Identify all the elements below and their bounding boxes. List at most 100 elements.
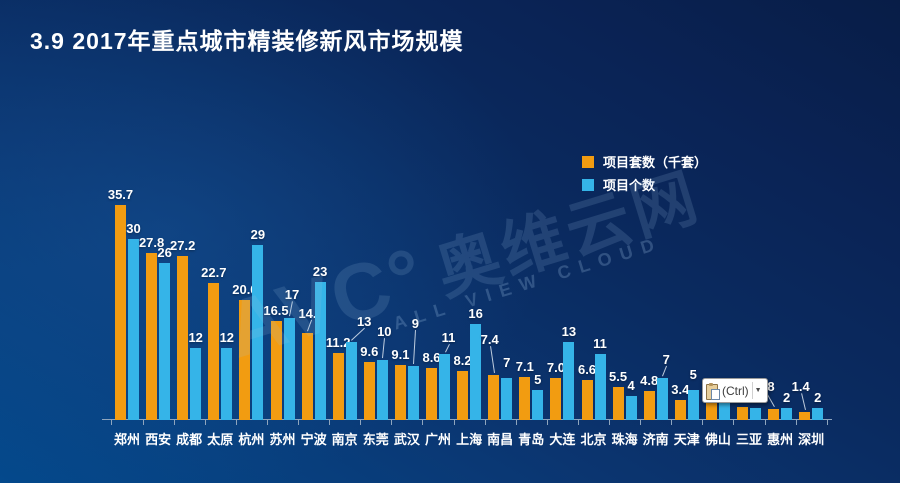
volume-bar-7[interactable]	[301, 333, 313, 420]
volume-bar-11[interactable]	[426, 368, 437, 420]
count-bar-18[interactable]	[656, 378, 668, 420]
volume-bar-16[interactable]	[581, 380, 593, 420]
count-bar-19[interactable]	[687, 390, 699, 420]
paste-options-label: (Ctrl)	[722, 383, 749, 398]
data-label: 9	[411, 316, 420, 331]
count-bar-13[interactable]	[501, 378, 513, 420]
axis-tick	[204, 420, 206, 425]
x-axis-label: 广州	[424, 432, 451, 447]
volume-bar-15[interactable]	[550, 378, 562, 420]
count-bar-5[interactable]	[252, 245, 264, 420]
data-label: 29	[250, 227, 266, 242]
volume-bar-19[interactable]	[674, 400, 686, 420]
legend-item-count[interactable]: 项目个数	[582, 173, 707, 196]
count-bar-6[interactable]	[283, 318, 295, 420]
axis-tick	[577, 420, 579, 425]
volume-bar-20[interactable]	[705, 400, 717, 420]
volume-bar-21[interactable]	[737, 407, 748, 420]
count-bar-17[interactable]	[625, 396, 637, 420]
x-axis-label: 南昌	[487, 432, 514, 447]
count-bar-21[interactable]	[750, 408, 761, 420]
count-bar-8[interactable]	[345, 342, 357, 420]
volume-bar-1[interactable]	[115, 205, 126, 420]
volume-bar-12[interactable]	[457, 371, 469, 420]
data-label: 30	[126, 221, 141, 236]
axis-tick	[546, 420, 548, 425]
axis-tick	[484, 420, 486, 425]
volume-bar-18[interactable]	[643, 391, 655, 420]
data-label: 8.6	[422, 350, 441, 365]
volume-bar-4[interactable]	[208, 283, 220, 420]
count-bar-12[interactable]	[470, 324, 482, 420]
volume-bar-6[interactable]	[270, 321, 282, 420]
label-leader-line	[800, 392, 806, 410]
data-label: 35.7	[107, 187, 134, 202]
clipboard-clip	[709, 382, 713, 386]
count-bar-3[interactable]	[190, 348, 202, 420]
volume-bar-17[interactable]	[612, 387, 624, 420]
count-bar-11[interactable]	[439, 354, 450, 420]
volume-bar-10[interactable]	[394, 365, 406, 420]
axis-tick	[142, 420, 144, 425]
data-label: 11	[593, 336, 607, 351]
clipboard-paste-icon	[706, 382, 720, 400]
x-axis-label: 青岛	[518, 432, 545, 447]
volume-bar-8[interactable]	[332, 353, 344, 420]
x-axis-label: 东莞	[362, 432, 389, 447]
count-bar-2[interactable]	[159, 263, 171, 420]
volume-bar-23[interactable]	[799, 412, 811, 420]
x-axis-label: 宁波	[300, 432, 327, 447]
axis-tick	[111, 420, 113, 425]
axis-tick	[671, 420, 673, 425]
x-axis-label: 南京	[331, 432, 358, 447]
volume-bar-9[interactable]	[363, 362, 375, 420]
count-bar-9[interactable]	[376, 360, 388, 420]
clipboard-paper	[711, 388, 720, 400]
count-bar-16[interactable]	[594, 354, 606, 420]
volume-bar-5[interactable]	[239, 300, 251, 420]
count-bar-10[interactable]	[407, 366, 419, 420]
legend-swatch-orange-icon	[582, 155, 594, 168]
count-bar-23[interactable]	[812, 408, 824, 420]
count-bar-14[interactable]	[532, 390, 544, 420]
paste-options-button[interactable]: (Ctrl) ▼	[702, 378, 768, 403]
data-label: 13	[356, 314, 372, 329]
data-label: 7	[503, 355, 511, 370]
dropdown-caret-icon[interactable]: ▼	[754, 387, 762, 394]
x-axis-label: 北京	[580, 432, 607, 447]
legend-item-volume[interactable]: 项目套数（千套）	[582, 150, 707, 173]
count-bar-4[interactable]	[221, 348, 233, 420]
page-title: 3.9 2017年重点城市精装修新风市场规模	[30, 28, 464, 54]
x-axis-label: 深圳	[798, 432, 825, 447]
x-axis-label: 惠州	[767, 432, 794, 447]
divider	[751, 382, 753, 399]
data-label: 9.1	[391, 347, 410, 362]
data-label: 2	[782, 390, 791, 405]
count-bar-1[interactable]	[128, 239, 139, 420]
legend-label-volume: 项目套数（千套）	[603, 155, 708, 170]
data-label: 16	[468, 306, 483, 321]
x-axis-label: 珠海	[611, 432, 638, 447]
data-label: 20.0	[232, 282, 258, 297]
axis-tick	[764, 420, 766, 425]
volume-bar-2[interactable]	[146, 253, 158, 420]
volume-bar-3[interactable]	[177, 256, 189, 420]
count-bar-15[interactable]	[563, 342, 575, 420]
count-bar-22[interactable]	[781, 408, 793, 420]
data-label: 8.2	[453, 353, 472, 368]
count-bar-7[interactable]	[314, 282, 326, 420]
x-axis-label: 佛山	[704, 432, 731, 447]
volume-bar-22[interactable]	[768, 409, 780, 420]
volume-bar-13[interactable]	[488, 375, 500, 420]
volume-bar-14[interactable]	[519, 377, 531, 420]
x-axis-label: 成都	[176, 432, 203, 447]
data-label: 27.2	[170, 238, 196, 253]
axis-tick	[702, 420, 704, 425]
data-label: 2	[814, 390, 822, 405]
label-leader-line	[444, 344, 450, 353]
legend-swatch-cyan-icon	[582, 178, 594, 191]
count-bar-20[interactable]	[718, 402, 730, 420]
chart-legend: 项目套数（千套） 项目个数	[582, 150, 707, 196]
label-leader-line	[351, 328, 365, 341]
